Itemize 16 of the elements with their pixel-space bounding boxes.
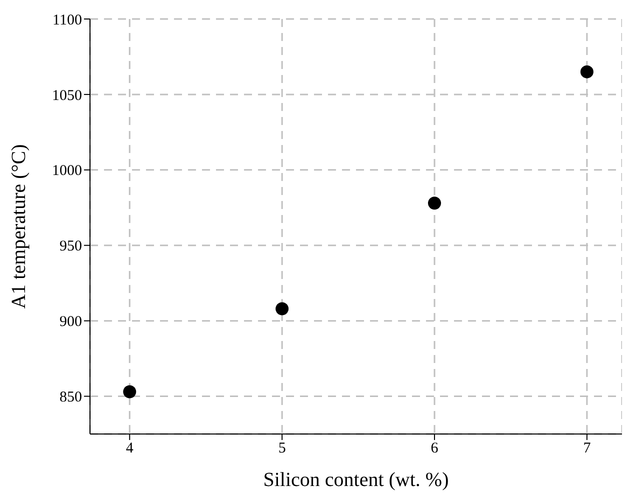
- y-tick-label: 1000: [52, 163, 82, 180]
- y-tick-label: 1050: [52, 88, 82, 104]
- x-tick-label: 7: [583, 440, 592, 457]
- point: [123, 385, 136, 398]
- x-tick-label: 6: [430, 440, 439, 457]
- y-tick-label: 900: [60, 314, 82, 330]
- x-axis-title: Silicon content (wt. %): [263, 469, 449, 491]
- y-tick-label: 1100: [52, 12, 82, 28]
- point: [276, 302, 289, 316]
- x-tick-label: 5: [278, 440, 286, 457]
- x-tick-label: 4: [126, 440, 134, 457]
- point: [580, 65, 594, 78]
- y-axis-title: A1 temperature (°C): [8, 144, 30, 309]
- y-tick-label: 950: [60, 238, 82, 255]
- point: [428, 196, 442, 210]
- y-tick-label: 850: [60, 390, 82, 406]
